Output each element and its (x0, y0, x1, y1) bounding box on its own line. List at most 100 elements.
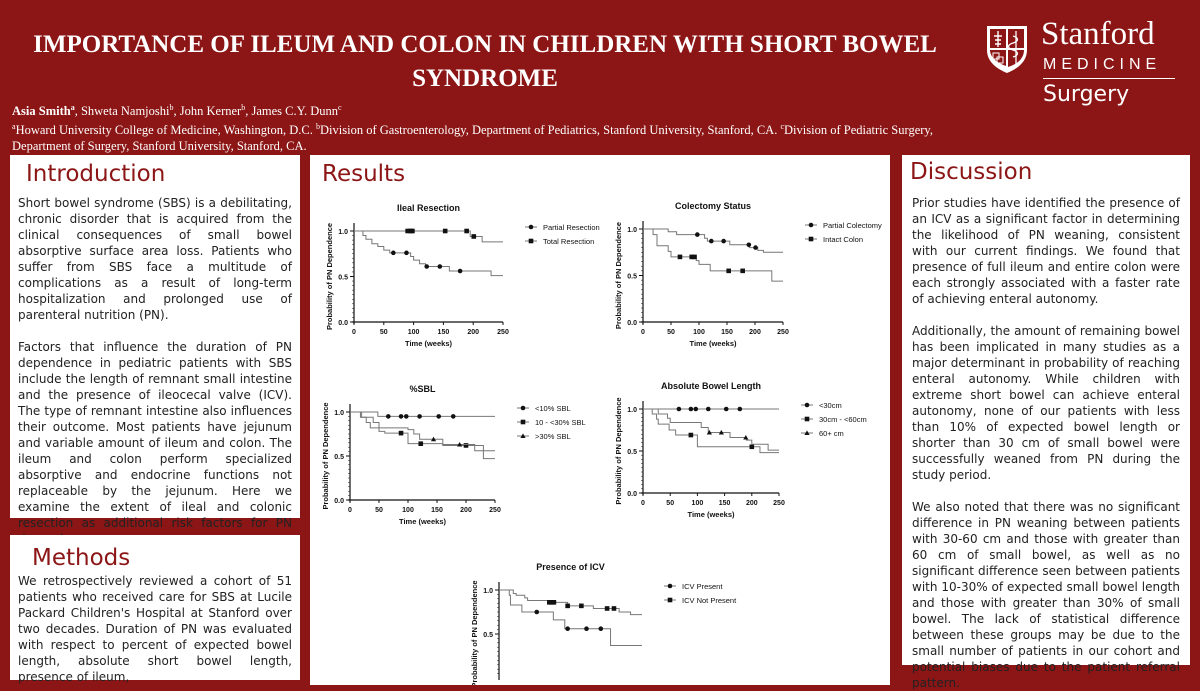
chart-title: Colectomy Status (675, 201, 751, 211)
x-tick-label: 0 (352, 329, 356, 336)
censor-mark (405, 228, 410, 234)
km-chart: Presence of ICV 0.5 1.0 Probability of PN D… (470, 562, 737, 685)
censor-mark (565, 603, 570, 609)
introduction-panel: Introduction Short bowel syndrome (SBS) … (10, 155, 300, 546)
censor-mark (709, 238, 714, 244)
results-charts: Ileal Resection 0.0 0.5 1.0 0 50 100 150 200 250 T… (321, 201, 882, 685)
author: Asia Smitha (12, 103, 75, 119)
legend-label: >30% SBL (535, 432, 571, 441)
x-tick-label: 0 (641, 500, 645, 507)
legend-label: 60+ cm (819, 429, 844, 438)
chart-title: Presence of ICV (536, 562, 605, 572)
censor-mark (689, 254, 695, 260)
intro-paragraph: Short bowel syndrome (SBS) is a debilita… (18, 196, 292, 322)
x-tick-label: 250 (773, 500, 785, 507)
survival-curve (499, 589, 642, 616)
legend-label: Total Resection (543, 237, 594, 246)
legend-marker (804, 430, 810, 435)
survival-curve (643, 228, 783, 282)
censor-mark (749, 444, 755, 450)
x-tick-label: 200 (467, 329, 479, 336)
censor-mark (688, 432, 694, 438)
censor-mark (726, 268, 731, 274)
censor-mark (584, 626, 589, 632)
legend-marker (808, 222, 814, 228)
censor-mark (534, 609, 540, 615)
legend-label: <30cm (819, 401, 842, 410)
survival-curve (643, 408, 779, 454)
poster-title: IMPORTANCE OF ILEUM AND COLON IN CHILDRE… (33, 31, 937, 92)
survival-curve (354, 230, 503, 277)
y-tick-label: 0.5 (483, 632, 493, 639)
censor-mark (604, 606, 610, 611)
y-tick-label: 0.5 (338, 275, 348, 282)
censor-mark (424, 264, 430, 269)
km-chart: %SBL 0.0 0.5 1.0 0 50 100 150 200 250 Time (weeks)… (321, 384, 586, 526)
censor-mark (611, 606, 617, 611)
x-tick-label: 200 (460, 507, 472, 514)
censor-mark (695, 232, 700, 237)
survival-curve (350, 411, 495, 460)
legend-marker (520, 433, 526, 438)
censor-mark (436, 414, 442, 419)
x-axis-label: Time (weeks) (405, 339, 452, 348)
survival-curve (643, 408, 779, 451)
x-tick-label: 100 (692, 500, 704, 507)
censor-mark (677, 254, 683, 260)
x-tick-label: 200 (749, 329, 761, 336)
censor-mark (743, 434, 749, 440)
y-axis-label: Probability of PN Dependence (614, 397, 623, 504)
censor-mark (404, 250, 409, 256)
discussion-paragraph: Additionally, the amount of remaining bo… (912, 324, 1180, 482)
author: Shweta Namjoshib (80, 103, 174, 119)
legend-marker (528, 238, 534, 244)
author: John Kernerb (179, 103, 246, 119)
x-tick-label: 100 (408, 329, 420, 336)
legend-marker (808, 236, 814, 242)
censor-mark (418, 441, 424, 446)
x-tick-label: 150 (721, 329, 733, 336)
censor-mark (721, 238, 726, 244)
x-tick-label: 250 (777, 329, 789, 336)
x-axis-label: Time (weeks) (399, 517, 446, 526)
censor-mark (391, 250, 396, 256)
x-tick-label: 0 (348, 507, 352, 514)
legend-label: 10 - <30% SBL (535, 418, 586, 427)
censor-mark (464, 228, 469, 234)
censor-mark (565, 626, 570, 632)
censor-mark (430, 436, 437, 442)
y-tick-label: 0.5 (627, 274, 637, 281)
x-tick-label: 200 (746, 500, 758, 507)
methods-paragraph: We retrospectively reviewed a cohort of … (18, 574, 292, 684)
censor-mark (692, 254, 697, 260)
censor-mark (410, 228, 415, 234)
discussion-paragraph: We also noted that there was no signific… (912, 500, 1180, 690)
censor-mark (457, 441, 463, 447)
km-chart: Absolute Bowel Length 0.0 0.5 1.0 0 50 100 150 2… (614, 381, 867, 519)
y-axis-label: Probability of PN Dependence (470, 580, 479, 685)
censor-mark (398, 430, 404, 436)
shield-icon (987, 26, 1027, 73)
survival-curve (350, 411, 495, 452)
censor-mark (417, 414, 422, 419)
legend-marker (667, 597, 673, 603)
legend-marker (528, 224, 534, 230)
censor-mark (450, 414, 456, 419)
results-heading: Results (322, 161, 406, 187)
x-tick-label: 50 (375, 507, 383, 514)
censor-mark (746, 242, 752, 248)
km-chart: Ileal Resection 0.0 0.5 1.0 0 50 100 150 200 250 T… (325, 203, 600, 348)
y-tick-label: 1.0 (627, 407, 637, 414)
discussion-panel: Discussion Prior studies have identified… (902, 155, 1190, 690)
censor-mark (598, 626, 604, 632)
y-tick-label: 0.0 (338, 320, 348, 327)
censor-mark (579, 603, 584, 609)
introduction-heading: Introduction (26, 161, 166, 187)
y-tick-label: 1.0 (338, 229, 348, 236)
x-tick-label: 100 (402, 507, 414, 514)
censor-mark (740, 268, 745, 274)
censor-mark (737, 406, 743, 412)
author: James C.Y. Dunnc (251, 103, 342, 119)
censor-mark (385, 414, 391, 419)
y-tick-label: 0.5 (334, 454, 344, 461)
